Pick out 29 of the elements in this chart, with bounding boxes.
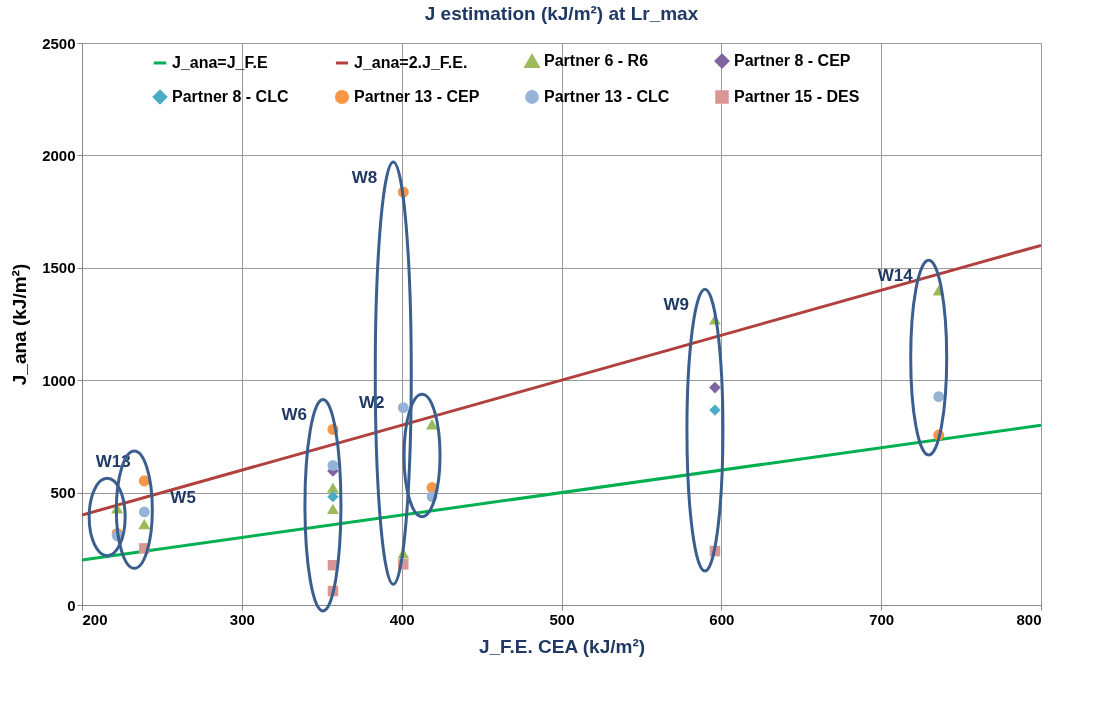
annotation: W6 bbox=[281, 405, 307, 425]
annotation: W14 bbox=[877, 266, 914, 286]
x-axis-title: J_F.E. CEA (kJ/m²) bbox=[478, 635, 646, 657]
y-tick-label: 2500 bbox=[42, 34, 76, 52]
legend-label: Partner 13 - CLC bbox=[544, 88, 670, 105]
annotation: W9 bbox=[663, 295, 689, 315]
y-tick-label: 500 bbox=[50, 484, 76, 502]
x-tick-label: 800 bbox=[1016, 610, 1042, 628]
legend-label: Partner 13 - CEP bbox=[354, 88, 480, 105]
x-tick-label: 200 bbox=[82, 610, 108, 628]
x-tick-label: 700 bbox=[869, 610, 895, 628]
legend-label: Partner 8 - CLC bbox=[172, 88, 289, 105]
x-tick-label: 300 bbox=[229, 610, 255, 628]
legend-label: J_ana=J_F.E bbox=[172, 54, 268, 71]
legend-label: Partner 6 - R6 bbox=[544, 52, 649, 70]
y-axis-title: J_ana (kJ/m²) bbox=[9, 263, 31, 386]
y-tick-label: 1000 bbox=[42, 371, 76, 389]
y-tick-label: 0 bbox=[67, 596, 76, 614]
x-tick-label: 600 bbox=[709, 610, 735, 628]
legend-label: Partner 15 - DES bbox=[734, 88, 860, 105]
y-tick-label: 2000 bbox=[42, 146, 76, 164]
annotation: W8 bbox=[351, 168, 378, 188]
x-tick-label: 400 bbox=[389, 610, 415, 628]
annotation: W5 bbox=[170, 488, 196, 508]
legend-label: Partner 8 - CEP bbox=[734, 52, 851, 70]
y-tick-label: 1500 bbox=[42, 259, 76, 277]
chart-title: J estimation (kJ/m²) at Lr_max bbox=[424, 3, 699, 24]
x-tick-label: 500 bbox=[549, 610, 575, 628]
legend-label: J_ana=2.J_F.E. bbox=[354, 54, 468, 71]
